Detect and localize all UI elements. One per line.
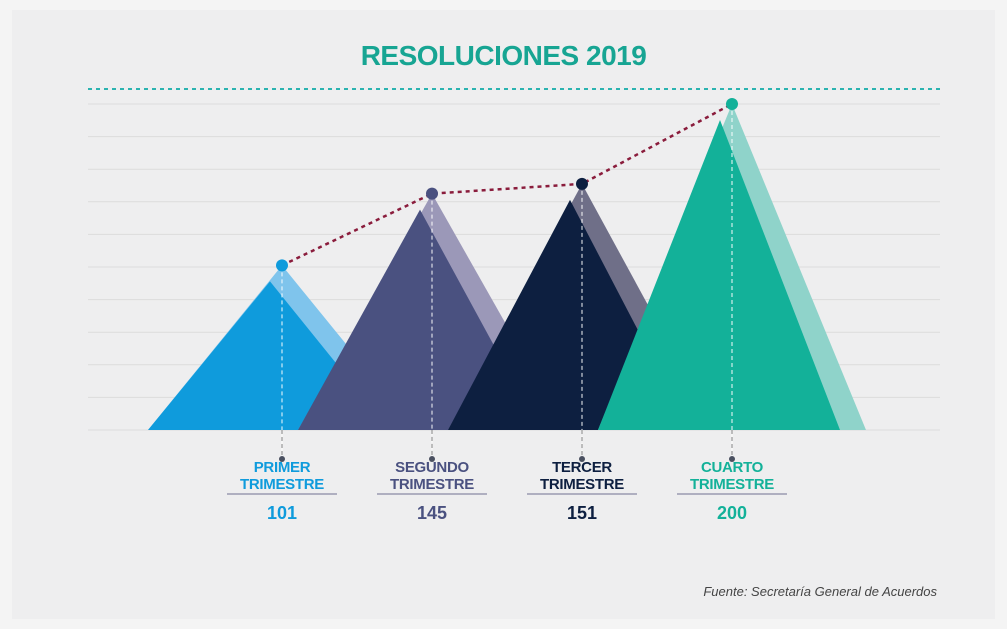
point [426, 187, 438, 200]
category-label: SEGUNDO TRIMESTRE [390, 459, 474, 493]
drop-dot [429, 456, 435, 462]
point [276, 259, 288, 272]
point [576, 177, 588, 190]
category-label: CUARTO TRIMESTRE [690, 459, 774, 493]
value-label: 101 [266, 503, 298, 523]
category-label: TERCER TRIMESTRE [540, 459, 624, 493]
category-label: PRIMER TRIMESTRE [240, 459, 324, 493]
source: Fuente: Secretaría General de Acuerdos [703, 584, 937, 599]
drop-dot [729, 456, 735, 462]
panel [12, 10, 995, 619]
drop-dot [579, 456, 585, 462]
value-label: 200 [716, 503, 748, 523]
mountain [598, 120, 840, 430]
value-label: 151 [566, 503, 598, 523]
drop-dot [279, 456, 285, 462]
value-label: 145 [416, 503, 448, 523]
chart-title: RESOLUCIONES 2019 [360, 40, 647, 71]
trend-line [281, 102, 733, 267]
point [726, 98, 738, 110]
